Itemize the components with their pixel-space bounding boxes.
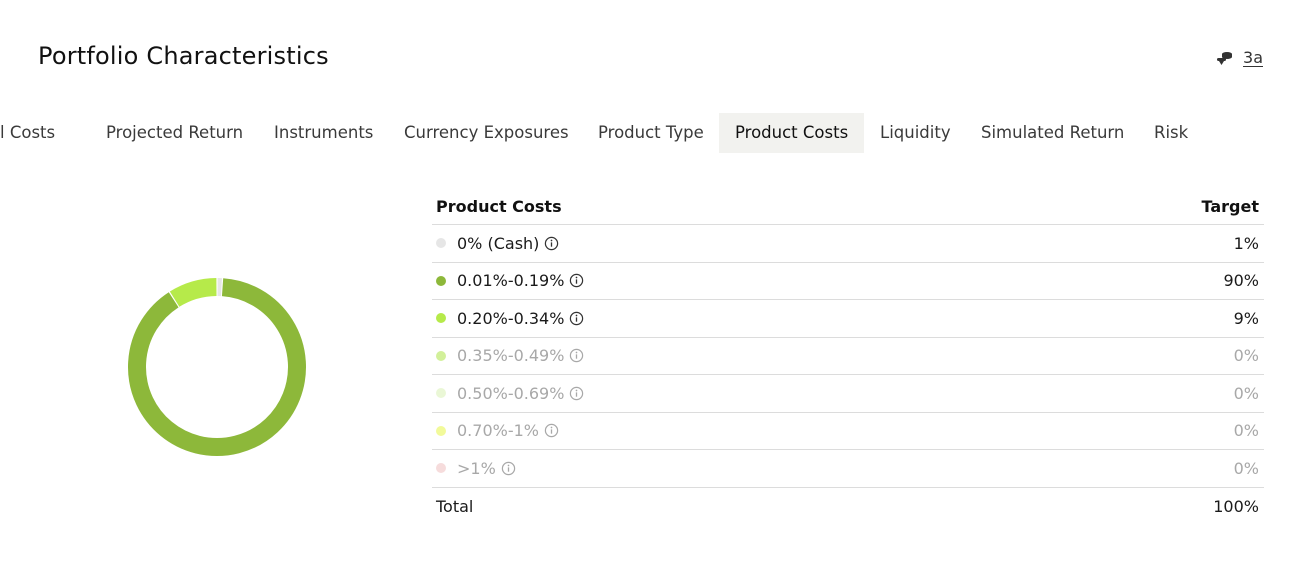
donut-slice-1[interactable] bbox=[128, 278, 306, 456]
info-icon[interactable] bbox=[569, 386, 584, 401]
table-row: 0.01%-0.19% 90% bbox=[432, 263, 1264, 300]
target-value-cell: 1% bbox=[1233, 233, 1259, 253]
info-icon[interactable] bbox=[569, 273, 584, 288]
cost-range-label: 0.01%-0.19% bbox=[457, 271, 565, 291]
product-costs-table: Product Costs Target 0% (Cash) 1% 0.01%-0.… bbox=[432, 188, 1264, 525]
tab-overall-costs[interactable]: l Costs bbox=[0, 123, 56, 142]
table-row: 0% (Cash) 1% bbox=[432, 225, 1264, 263]
table-row: 0.35%-0.49% 0% bbox=[432, 338, 1264, 375]
product-costs-donut-chart bbox=[128, 278, 306, 456]
cost-range-label: 0.50%-0.69% bbox=[457, 383, 565, 403]
tab-currency-exposures[interactable]: Currency Exposures bbox=[404, 123, 569, 142]
legend-color-dot bbox=[436, 350, 446, 361]
cost-range-cell: >1% bbox=[436, 459, 516, 478]
legend-color-dot bbox=[436, 313, 446, 324]
model-link[interactable]: 3a bbox=[1215, 48, 1263, 67]
total-label: Total bbox=[436, 496, 474, 516]
target-value-cell: 9% bbox=[1233, 308, 1259, 328]
model-link-text[interactable]: 3a bbox=[1243, 48, 1263, 67]
target-value-cell: 0% bbox=[1233, 421, 1259, 441]
tab-bar: l Costs Projected Return Instruments Cur… bbox=[0, 113, 1300, 153]
cost-range-cell: 0% (Cash) bbox=[436, 234, 559, 253]
target-value-cell: 0% bbox=[1233, 383, 1259, 403]
tab-risk[interactable]: Risk bbox=[1154, 123, 1189, 142]
cost-range-label: 0.35%-0.49% bbox=[457, 346, 565, 366]
info-icon[interactable] bbox=[569, 311, 584, 326]
cost-range-label: 0.70%-1% bbox=[457, 421, 539, 441]
cost-range-label: >1% bbox=[457, 458, 496, 478]
tab-instruments[interactable]: Instruments bbox=[274, 123, 374, 142]
column-header-target: Target bbox=[1201, 196, 1260, 216]
tab-liquidity[interactable]: Liquidity bbox=[880, 123, 951, 142]
target-value-cell: 0% bbox=[1233, 458, 1259, 478]
target-value-cell: 0% bbox=[1233, 346, 1259, 366]
column-header-product-costs: Product Costs bbox=[436, 196, 562, 216]
tab-product-type[interactable]: Product Type bbox=[598, 123, 704, 142]
table-row: 0.20%-0.34% 9% bbox=[432, 300, 1264, 338]
total-value: 100% bbox=[1213, 496, 1259, 516]
total-row: Total 100% bbox=[432, 488, 1264, 526]
table-header-row: Product Costs Target bbox=[432, 188, 1264, 225]
table-row: 0.50%-0.69% 0% bbox=[432, 375, 1264, 413]
info-icon[interactable] bbox=[544, 423, 559, 438]
tab-product-costs[interactable]: Product Costs bbox=[719, 113, 864, 153]
legend-color-dot bbox=[436, 463, 446, 474]
legend-color-dot bbox=[436, 425, 446, 436]
cost-range-cell: 0.70%-1% bbox=[436, 421, 559, 440]
tab-projected-return[interactable]: Projected Return bbox=[106, 123, 244, 142]
legend-color-dot bbox=[436, 238, 446, 249]
table-row: 0.70%-1% 0% bbox=[432, 413, 1264, 450]
donut-slice-2[interactable] bbox=[169, 278, 217, 307]
cost-range-cell: 0.01%-0.19% bbox=[436, 271, 584, 290]
legend-color-dot bbox=[436, 388, 446, 399]
cost-range-cell: 0.50%-0.69% bbox=[436, 384, 584, 403]
coins-icon bbox=[1217, 51, 1233, 65]
target-value-cell: 90% bbox=[1223, 271, 1259, 291]
cost-range-label: 0% (Cash) bbox=[457, 233, 540, 253]
table-row: >1% 0% bbox=[432, 450, 1264, 488]
cost-range-label: 0.20%-0.34% bbox=[457, 308, 565, 328]
info-icon[interactable] bbox=[544, 236, 559, 251]
info-icon[interactable] bbox=[501, 461, 516, 476]
info-icon[interactable] bbox=[569, 348, 584, 363]
tab-simulated-return[interactable]: Simulated Return bbox=[981, 123, 1125, 142]
cost-range-cell: 0.35%-0.49% bbox=[436, 346, 584, 365]
page-title: Portfolio Characteristics bbox=[38, 42, 329, 70]
cost-range-cell: 0.20%-0.34% bbox=[436, 309, 584, 328]
legend-color-dot bbox=[436, 275, 446, 286]
